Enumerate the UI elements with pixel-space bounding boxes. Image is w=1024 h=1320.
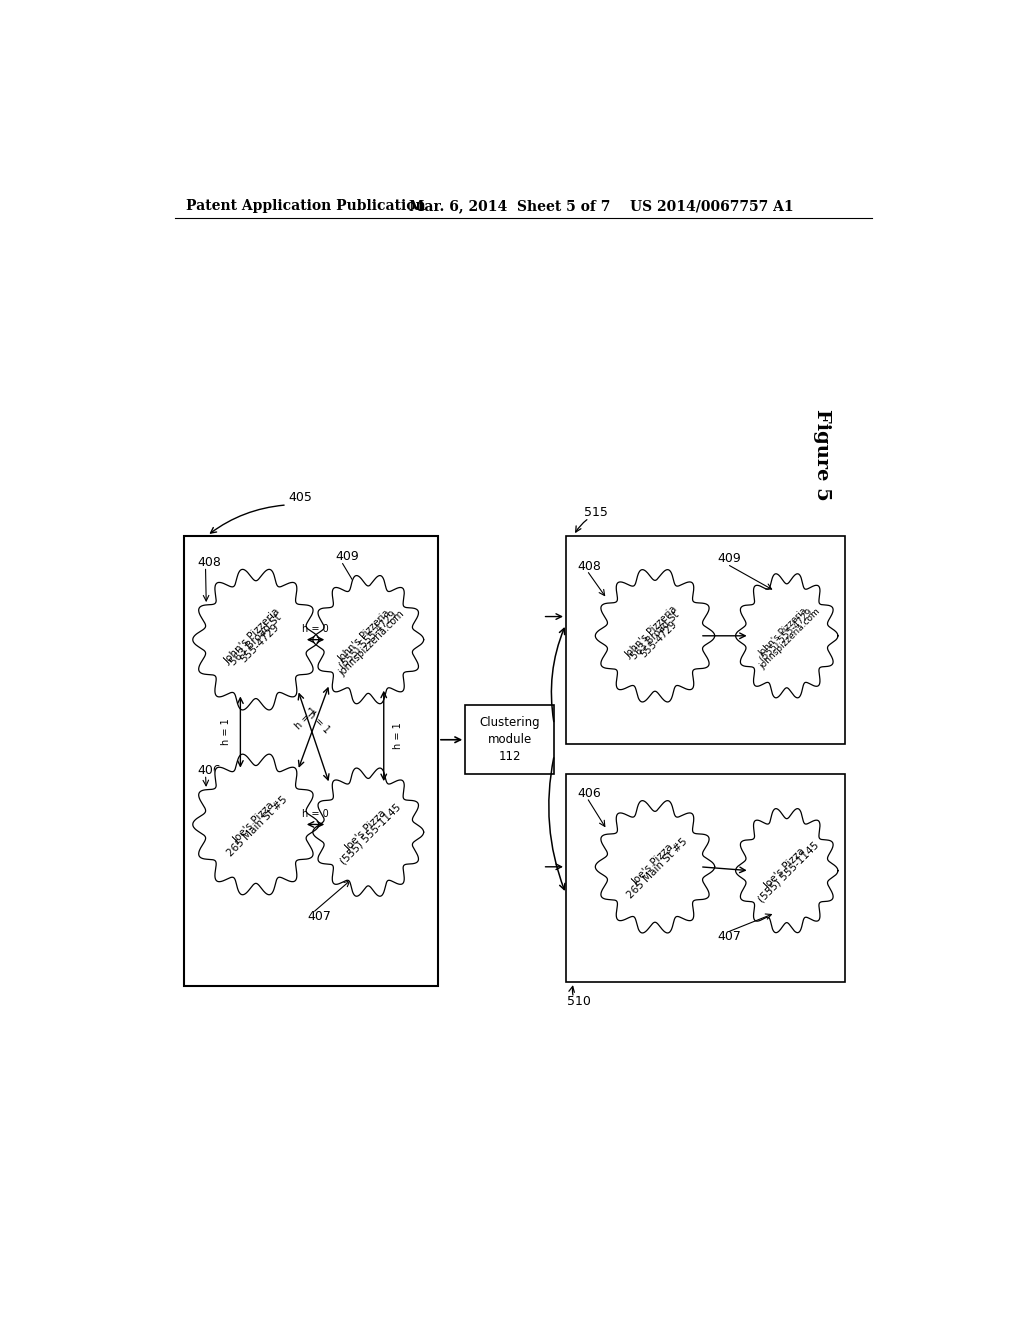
Polygon shape bbox=[313, 768, 424, 896]
Text: h = 1: h = 1 bbox=[305, 709, 331, 735]
Text: Clustering
module
112: Clustering module 112 bbox=[479, 717, 540, 763]
Text: 265 Main St #5: 265 Main St #5 bbox=[225, 795, 290, 858]
Text: (555) 555-4729: (555) 555-4729 bbox=[759, 607, 815, 664]
Text: 408: 408 bbox=[578, 560, 601, 573]
Text: 555-4729: 555-4729 bbox=[239, 622, 281, 665]
Text: 510: 510 bbox=[567, 995, 591, 1008]
Text: 563 Broad St: 563 Broad St bbox=[629, 610, 681, 661]
Text: Patent Application Publication: Patent Application Publication bbox=[186, 199, 426, 213]
Text: h = 0: h = 0 bbox=[302, 809, 329, 818]
Text: John's Pizzeria: John's Pizzeria bbox=[758, 607, 809, 659]
Text: 563 Broad St: 563 Broad St bbox=[228, 612, 284, 667]
Text: John's Pizzeria: John's Pizzeria bbox=[222, 606, 282, 665]
Text: Figure 5: Figure 5 bbox=[813, 409, 830, 500]
Text: (555) 555-1145: (555) 555-1145 bbox=[338, 801, 402, 866]
Polygon shape bbox=[193, 569, 318, 710]
Bar bbox=[566, 775, 845, 982]
Text: US 2014/0067757 A1: US 2014/0067757 A1 bbox=[630, 199, 794, 213]
Bar bbox=[465, 705, 554, 775]
Text: 407: 407 bbox=[308, 911, 332, 924]
Text: 409: 409 bbox=[717, 552, 740, 565]
Text: Joe's Pizza: Joe's Pizza bbox=[762, 846, 807, 891]
Text: 265 Main St #5: 265 Main St #5 bbox=[625, 837, 689, 900]
Text: h = 1: h = 1 bbox=[392, 722, 402, 750]
Text: Joe's Pizza: Joe's Pizza bbox=[631, 842, 676, 887]
Polygon shape bbox=[595, 570, 715, 702]
Polygon shape bbox=[193, 754, 318, 895]
Text: 406: 406 bbox=[198, 764, 221, 777]
Text: John's Pizzeria: John's Pizzeria bbox=[624, 605, 680, 660]
Text: Joe's Pizza: Joe's Pizza bbox=[344, 808, 389, 853]
Text: 406: 406 bbox=[578, 787, 601, 800]
Text: 515: 515 bbox=[584, 506, 608, 519]
Text: 405: 405 bbox=[288, 491, 312, 504]
Polygon shape bbox=[735, 809, 838, 933]
Text: h = 1: h = 1 bbox=[293, 705, 318, 731]
Text: (555) 555-4729: (555) 555-4729 bbox=[338, 609, 398, 671]
Bar bbox=[183, 536, 438, 986]
Text: (555) 555-1145: (555) 555-1145 bbox=[757, 841, 821, 904]
Text: h = 0: h = 0 bbox=[302, 624, 329, 634]
Polygon shape bbox=[313, 576, 424, 704]
Text: 407: 407 bbox=[717, 929, 741, 942]
Text: Joe's Pizza: Joe's Pizza bbox=[231, 800, 276, 845]
Text: johnspizzeria.com: johnspizzeria.com bbox=[758, 607, 822, 671]
Text: 408: 408 bbox=[198, 556, 221, 569]
Text: 555-4729: 555-4729 bbox=[638, 619, 679, 660]
Polygon shape bbox=[595, 801, 715, 933]
Text: John's Pizzeria: John's Pizzeria bbox=[337, 609, 392, 664]
Text: Mar. 6, 2014  Sheet 5 of 7: Mar. 6, 2014 Sheet 5 of 7 bbox=[410, 199, 610, 213]
Text: h = 1: h = 1 bbox=[221, 718, 231, 746]
Bar bbox=[566, 536, 845, 743]
Text: johnspizzeria.com: johnspizzeria.com bbox=[337, 609, 407, 677]
Polygon shape bbox=[735, 574, 838, 698]
Text: 409: 409 bbox=[336, 550, 359, 564]
